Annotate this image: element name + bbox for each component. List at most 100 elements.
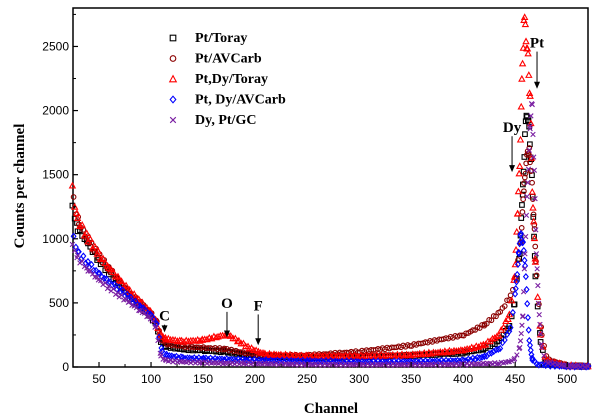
data-point	[504, 297, 510, 304]
data-point	[525, 71, 533, 78]
data-point	[456, 332, 463, 339]
data-point	[130, 290, 138, 297]
data-point	[158, 344, 165, 352]
data-point	[513, 227, 521, 235]
data-point	[136, 307, 142, 314]
data-point	[476, 354, 483, 362]
data-point	[88, 244, 97, 252]
data-point	[418, 350, 426, 358]
data-point	[73, 214, 82, 221]
data-point	[212, 354, 219, 363]
annotation-arrow-head	[534, 81, 541, 89]
data-point	[285, 357, 292, 366]
data-point	[386, 351, 395, 359]
data-point	[522, 37, 530, 45]
data-point	[509, 308, 516, 317]
data-point	[152, 324, 159, 330]
annotation-label: O	[221, 296, 233, 312]
data-point	[531, 154, 537, 160]
data-point	[422, 350, 431, 358]
data-point	[203, 335, 211, 343]
data-point	[518, 225, 525, 231]
data-point	[427, 349, 435, 357]
data-point	[515, 248, 522, 257]
data-point	[253, 357, 260, 365]
data-point	[191, 336, 200, 344]
legend-label: Pt/AVCarb	[195, 52, 262, 67]
data-point	[400, 351, 409, 359]
data-point	[117, 277, 126, 285]
y-tick-label: 2500	[42, 39, 69, 53]
data-point	[519, 322, 525, 328]
data-point	[109, 268, 118, 276]
data-point	[536, 301, 542, 308]
data-point	[520, 238, 527, 246]
data-point	[525, 166, 532, 172]
data-point	[156, 328, 164, 336]
data-point	[504, 315, 512, 322]
legend-label: Dy, Pt/GC	[195, 113, 256, 128]
annotation-arrow-head	[223, 330, 230, 338]
data-point	[448, 347, 456, 355]
data-point	[533, 227, 539, 233]
data-point	[523, 233, 529, 240]
data-point	[533, 360, 540, 368]
data-point	[332, 352, 340, 360]
data-point	[511, 355, 518, 362]
x-tick-label: 300	[349, 372, 369, 386]
data-point	[526, 147, 532, 153]
data-point	[235, 336, 243, 344]
data-point	[141, 310, 148, 316]
data-point	[535, 282, 541, 289]
data-point	[268, 351, 276, 358]
data-point	[494, 361, 500, 367]
data-point	[525, 179, 531, 186]
data-point	[486, 317, 492, 323]
data-point	[517, 229, 524, 238]
data-point	[162, 335, 170, 343]
data-point	[438, 348, 447, 356]
data-point	[521, 20, 530, 28]
data-point	[214, 332, 222, 340]
data-point	[505, 310, 514, 318]
data-point	[406, 351, 415, 359]
data-point	[138, 298, 147, 306]
data-point	[522, 251, 528, 257]
data-point	[74, 252, 81, 259]
legend-marker	[169, 95, 177, 104]
data-point	[79, 258, 85, 265]
annotation-arrow-head	[255, 338, 262, 346]
data-point	[537, 331, 544, 337]
data-marks	[68, 13, 592, 371]
data-point	[124, 290, 131, 299]
data-point	[424, 358, 431, 366]
data-point	[531, 254, 539, 262]
data-point	[495, 345, 502, 354]
data-point	[537, 321, 543, 328]
data-point	[507, 296, 516, 304]
annotation-label: Pt	[530, 36, 544, 52]
data-point	[158, 353, 164, 359]
annotation-arrow-head	[161, 325, 168, 333]
data-point	[479, 353, 486, 361]
data-point	[75, 214, 82, 220]
data-point	[507, 324, 514, 332]
x-tick-label: 400	[453, 372, 473, 386]
data-point	[527, 141, 533, 148]
data-point	[519, 209, 526, 215]
legend-marker	[169, 55, 177, 62]
data-point	[339, 352, 347, 360]
data-point	[370, 352, 379, 360]
legend-label: Pt,Dy/Toray	[195, 72, 268, 87]
data-point	[521, 180, 527, 186]
data-point	[359, 352, 367, 360]
y-tick-label: 1500	[42, 168, 69, 182]
annotation-label: C	[159, 309, 170, 325]
data-point	[542, 361, 549, 370]
x-tick-label: 250	[297, 372, 317, 386]
data-point	[529, 179, 535, 186]
data-point	[536, 330, 545, 338]
data-point	[528, 187, 536, 195]
data-point	[86, 235, 95, 242]
data-point	[527, 125, 533, 132]
